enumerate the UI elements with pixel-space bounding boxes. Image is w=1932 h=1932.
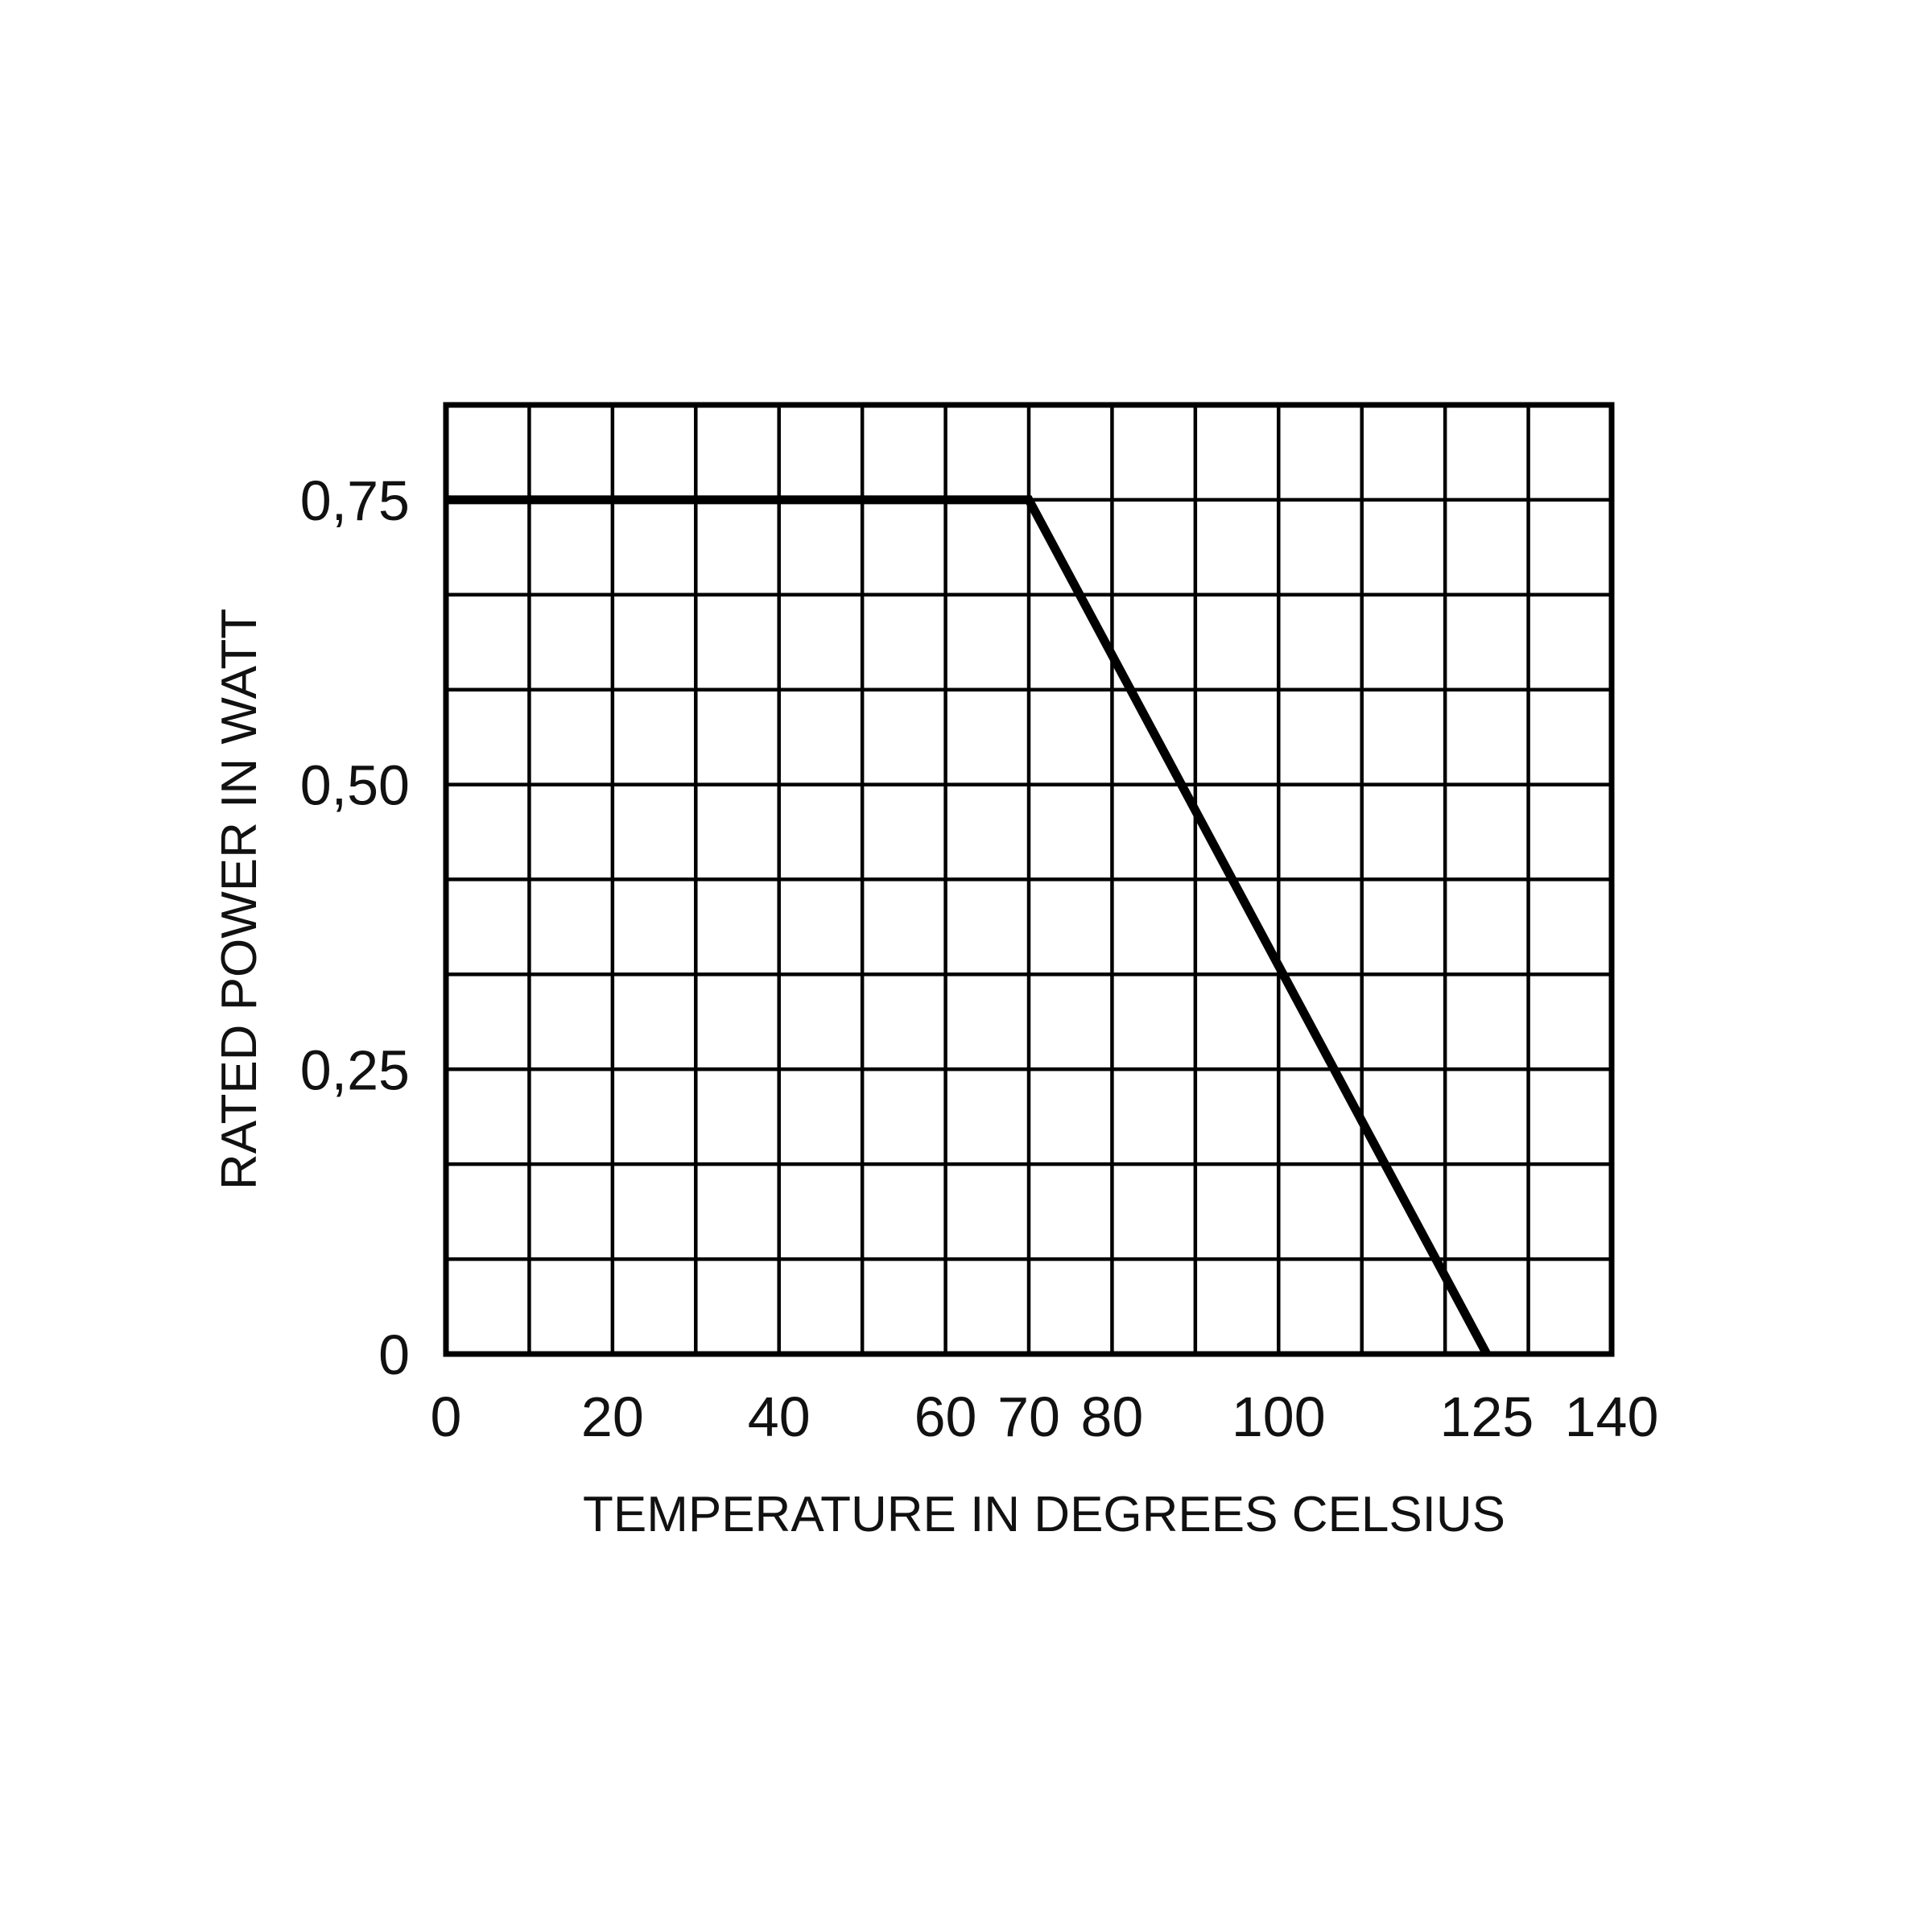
x-tick-label: 0 (431, 1385, 462, 1448)
x-tick-label: 140 (1565, 1385, 1659, 1448)
x-tick-label: 60 (914, 1385, 977, 1448)
y-tick-label: 0 (378, 1323, 410, 1386)
y-tick-label: 0,25 (300, 1038, 410, 1101)
y-tick-label: 0,75 (300, 469, 410, 532)
x-tick-label: 125 (1439, 1385, 1534, 1448)
x-tick-label: 40 (748, 1385, 811, 1448)
plot-frame (443, 402, 1615, 1357)
data-line (446, 495, 1491, 1356)
y-axis-title: RATED POWER IN WATT (212, 609, 267, 1190)
y-tick-label: 0,50 (300, 754, 410, 817)
x-tick-label: 80 (1080, 1385, 1143, 1448)
x-tick-label: 100 (1232, 1385, 1326, 1448)
x-tick-label: 70 (997, 1385, 1060, 1448)
x-tick-label: 20 (581, 1385, 644, 1448)
x-axis-title: TEMPERATURE IN DEGREES CELSIUS (583, 1487, 1505, 1542)
